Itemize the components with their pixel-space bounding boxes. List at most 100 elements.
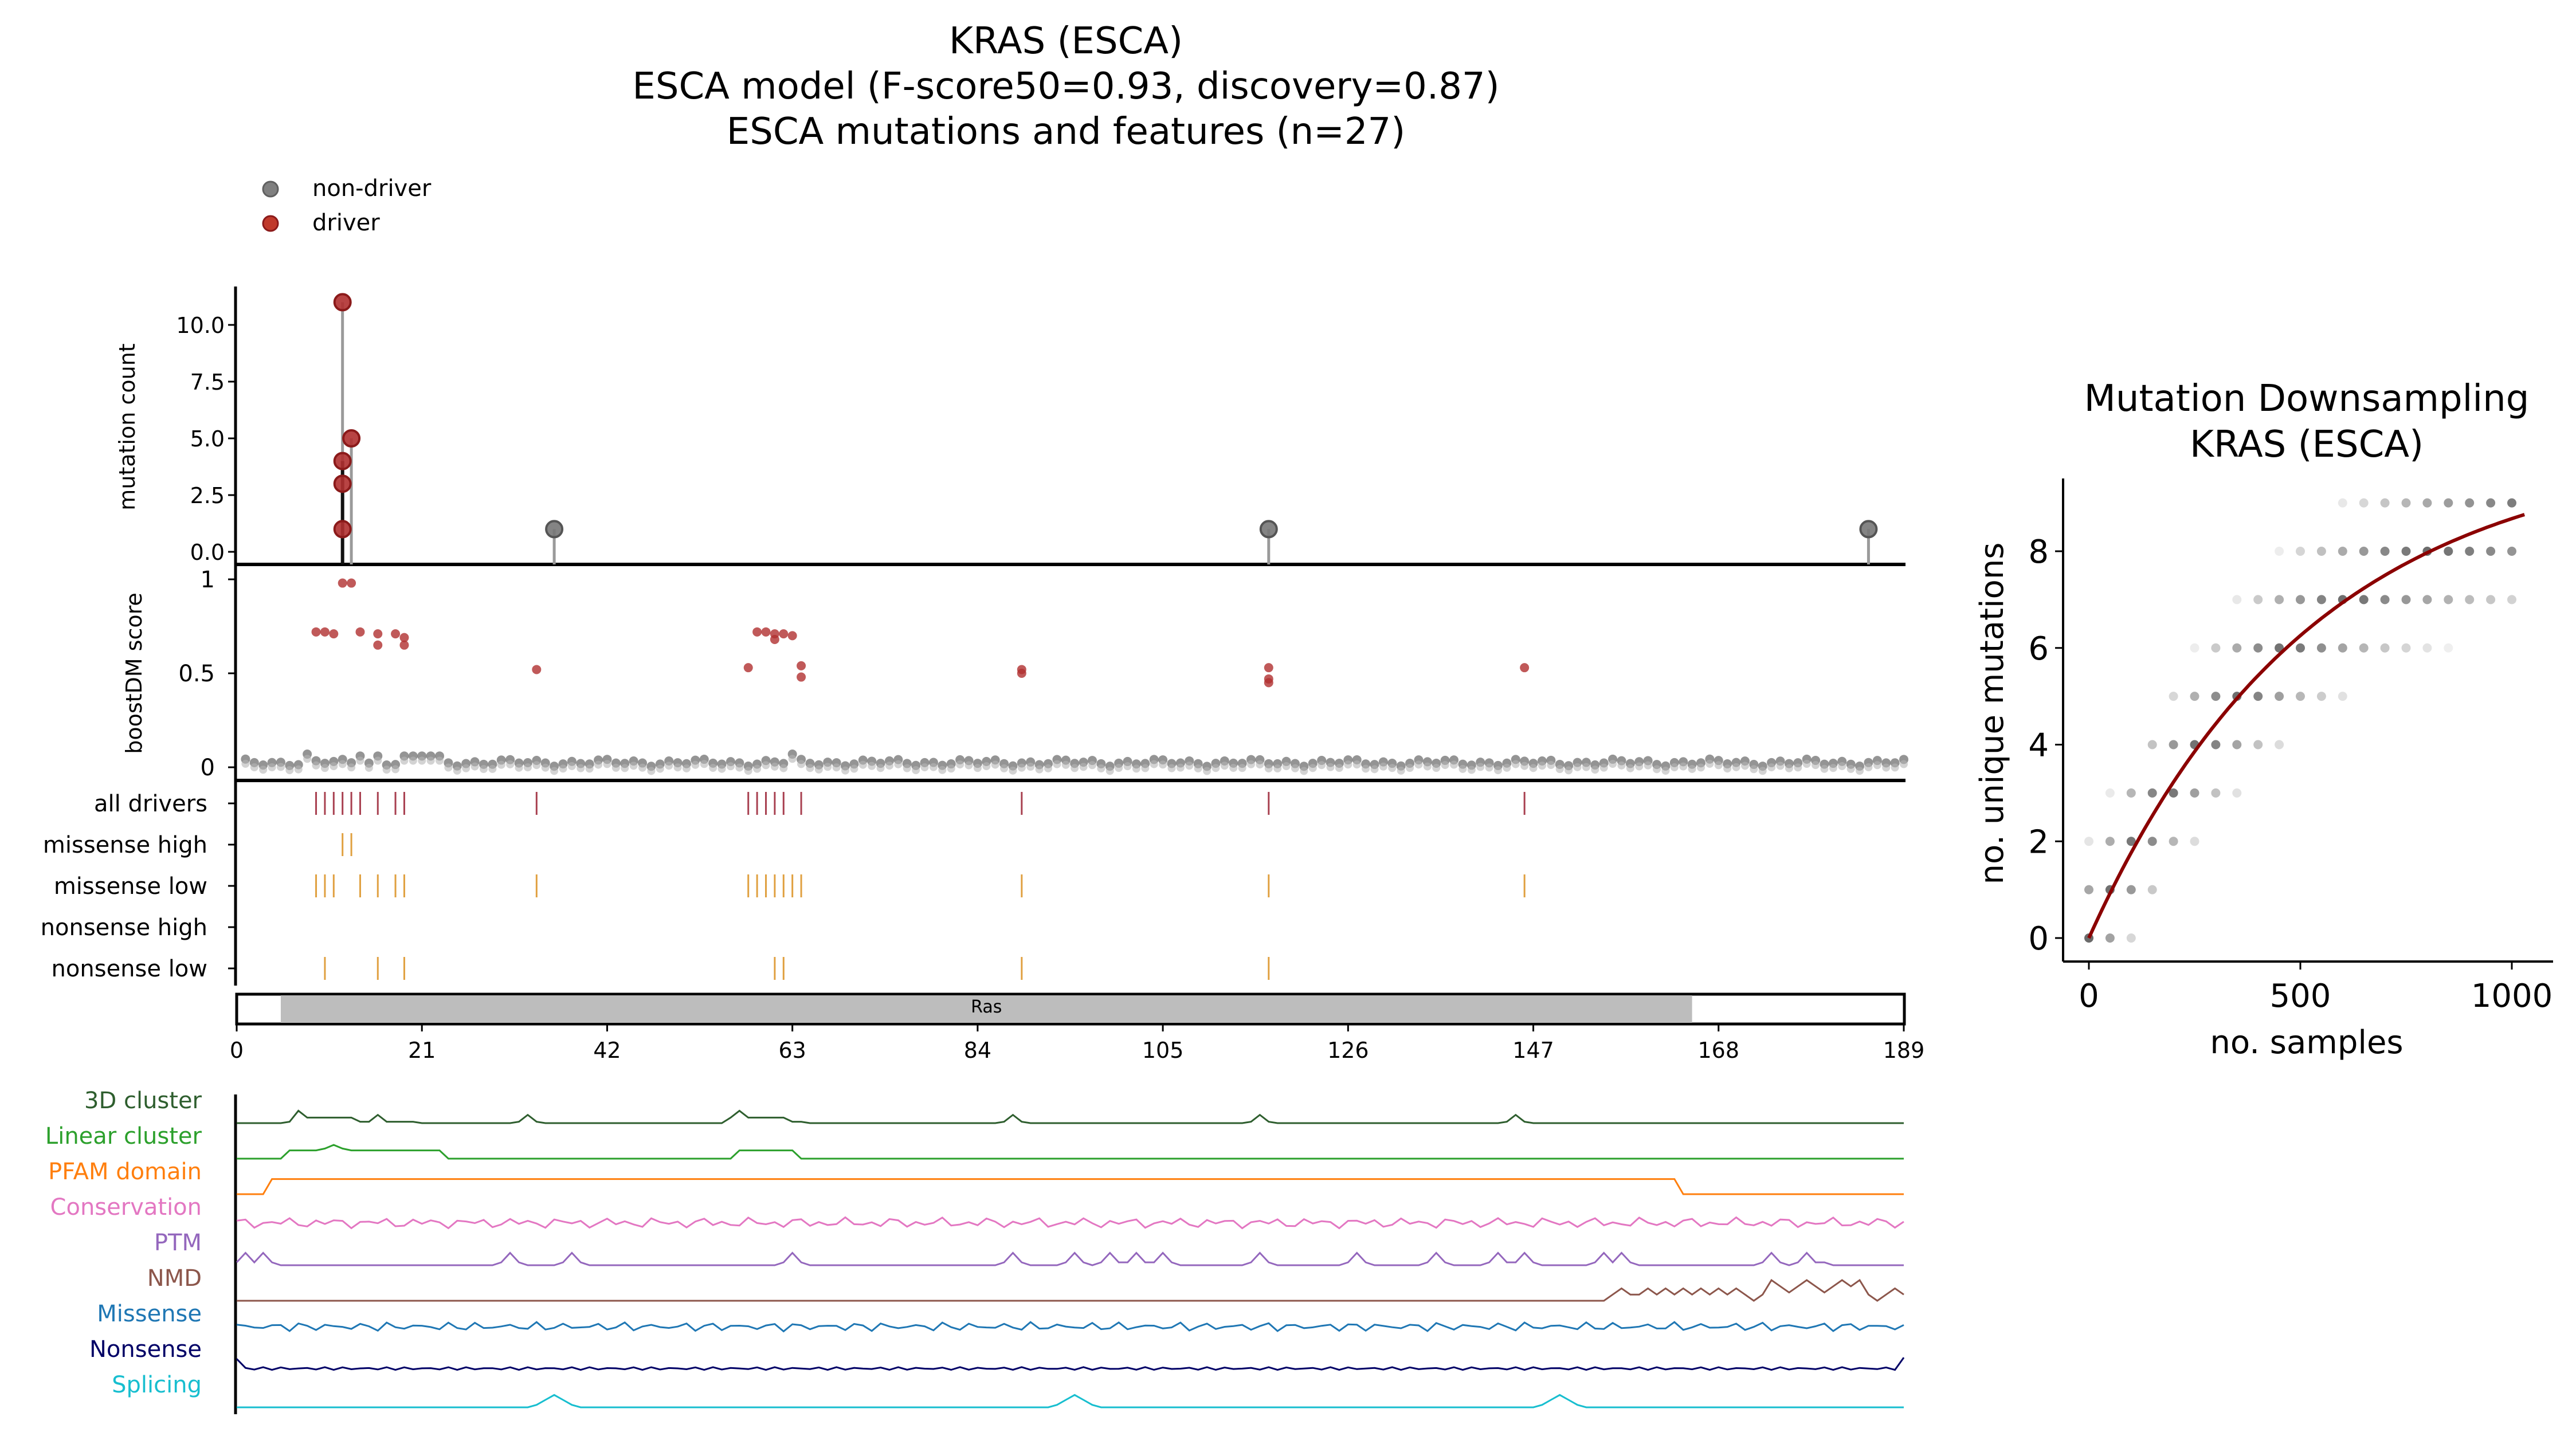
main-title-line-3: ESCA mutations and features (n=27) bbox=[727, 111, 1405, 153]
domain-xtick-label: 189 bbox=[1883, 1038, 1925, 1063]
score-point-nondriver bbox=[1794, 763, 1802, 772]
score-point-nondriver bbox=[1740, 762, 1749, 770]
score-point-nondriver bbox=[629, 762, 638, 770]
score-point-driver bbox=[1017, 669, 1026, 678]
score-point-nondriver bbox=[1873, 761, 1881, 770]
score-point-nondriver bbox=[1115, 764, 1123, 772]
downsampling-ytick-label: 8 bbox=[2028, 533, 2049, 571]
score-point-nondriver bbox=[894, 760, 903, 768]
score-point-nondriver bbox=[1061, 760, 1070, 769]
score-point-nondriver bbox=[779, 764, 788, 772]
score-point-nondriver bbox=[541, 763, 550, 772]
score-point-nondriver bbox=[1820, 764, 1829, 773]
domain-rect bbox=[280, 995, 1692, 1023]
score-ytick-label: 0 bbox=[201, 755, 215, 781]
count-point-nondriver bbox=[1859, 520, 1878, 539]
score-point-nondriver bbox=[1238, 764, 1246, 772]
score-point-nondriver bbox=[717, 764, 726, 773]
main-title-line-1: KRAS (ESCA) bbox=[949, 20, 1183, 62]
score-point-nondriver bbox=[1688, 764, 1696, 773]
score-point-nondriver bbox=[436, 756, 444, 765]
count-ytick-label: 0.0 bbox=[190, 540, 225, 565]
score-point-nondriver bbox=[806, 764, 814, 772]
score-point-nondriver bbox=[444, 763, 453, 772]
downsampling-point bbox=[2253, 692, 2263, 701]
downsampling-point bbox=[2338, 498, 2347, 508]
score-ytick-label: 1 bbox=[201, 567, 215, 593]
score-point-nondriver bbox=[1802, 760, 1811, 768]
score-point-nondriver bbox=[426, 756, 435, 765]
score-point-nondriver bbox=[1141, 764, 1150, 772]
score-point-nondriver bbox=[303, 755, 312, 763]
legend-marker-driver bbox=[262, 215, 279, 232]
downsampling-point bbox=[2253, 643, 2263, 653]
downsampling-point bbox=[2401, 595, 2411, 605]
track-label: all drivers bbox=[94, 791, 207, 817]
score-point-nondriver bbox=[647, 767, 656, 775]
score-point-nondriver bbox=[462, 764, 470, 772]
count-point-nondriver bbox=[1259, 520, 1278, 539]
score-point-nondriver bbox=[1493, 766, 1502, 775]
score-point-nondriver bbox=[1503, 763, 1511, 772]
score-point-nondriver bbox=[1423, 762, 1432, 771]
downsampling-ylabel: no. unique mutations bbox=[1974, 543, 2011, 885]
score-point-nondriver bbox=[1044, 764, 1053, 772]
score-point-nondriver bbox=[1864, 763, 1873, 772]
count-ytick-label: 7.5 bbox=[190, 370, 225, 395]
downsampling-point bbox=[2338, 692, 2347, 701]
score-point-nondriver bbox=[1000, 764, 1009, 772]
score-point-nondriver bbox=[276, 763, 285, 771]
downsampling-point bbox=[2338, 643, 2347, 653]
score-point-nondriver bbox=[824, 763, 832, 771]
score-point-nondriver bbox=[1829, 764, 1837, 772]
score-point-nondriver bbox=[1891, 763, 1899, 772]
downsampling-point bbox=[2507, 498, 2516, 508]
downsampling-point bbox=[2444, 547, 2453, 556]
count-point-driver bbox=[333, 474, 352, 493]
score-point-driver bbox=[355, 627, 365, 637]
score-point-driver bbox=[373, 629, 383, 639]
downsampling-ytick-label: 6 bbox=[2028, 630, 2049, 668]
downsampling-point bbox=[2190, 692, 2199, 701]
score-point-nondriver bbox=[991, 760, 999, 769]
downsampling-point bbox=[2232, 788, 2242, 798]
downsampling-point bbox=[2359, 643, 2369, 653]
downsampling-point bbox=[2275, 547, 2284, 556]
score-ytick-label: 0.5 bbox=[178, 661, 215, 687]
domain-xtick-label: 42 bbox=[593, 1038, 621, 1063]
downsampling-point bbox=[2486, 547, 2496, 556]
downsampling-point bbox=[2486, 498, 2496, 508]
score-point-nondriver bbox=[1256, 760, 1264, 769]
feature-tracks-panel: 3D cluster Linear cluster PFAM domain Conse… bbox=[45, 1088, 1905, 1414]
downsampling-point bbox=[2316, 692, 2326, 701]
score-point-nondriver bbox=[550, 767, 559, 775]
feature-label: PTM bbox=[154, 1230, 202, 1256]
score-point-nondriver bbox=[374, 756, 382, 765]
downsampling-point bbox=[2126, 885, 2136, 894]
downsampling-point bbox=[2380, 547, 2390, 556]
count-ytick-label: 2.5 bbox=[190, 483, 225, 508]
downsampling-point bbox=[2507, 547, 2516, 556]
score-point-nondriver bbox=[982, 762, 991, 771]
downsampling-point bbox=[2465, 547, 2475, 556]
downsampling-point bbox=[2359, 498, 2369, 508]
score-point-nondriver bbox=[1732, 763, 1740, 771]
score-point-nondriver bbox=[453, 766, 461, 775]
score-point-nondriver bbox=[1370, 765, 1379, 774]
downsampling-point bbox=[2232, 740, 2242, 750]
downsampling-point bbox=[2126, 788, 2136, 798]
feature-line bbox=[236, 1251, 1904, 1266]
downsampling-point bbox=[2486, 595, 2496, 605]
downsampling-point bbox=[2105, 933, 2115, 943]
main-title-line-2: ESCA model (F-score50=0.93, discovery=0.… bbox=[632, 65, 1499, 108]
downsampling-point bbox=[2444, 595, 2453, 605]
count-point-driver bbox=[342, 429, 361, 448]
score-point-nondriver bbox=[858, 760, 867, 769]
downsampling-point bbox=[2465, 595, 2475, 605]
downsampling-point bbox=[2401, 498, 2411, 508]
score-point-nondriver bbox=[1856, 767, 1864, 775]
score-point-nondriver bbox=[418, 756, 426, 765]
score-point-nondriver bbox=[868, 762, 876, 770]
feature-label: NMD bbox=[147, 1265, 202, 1292]
score-point-nondriver bbox=[1441, 761, 1449, 770]
